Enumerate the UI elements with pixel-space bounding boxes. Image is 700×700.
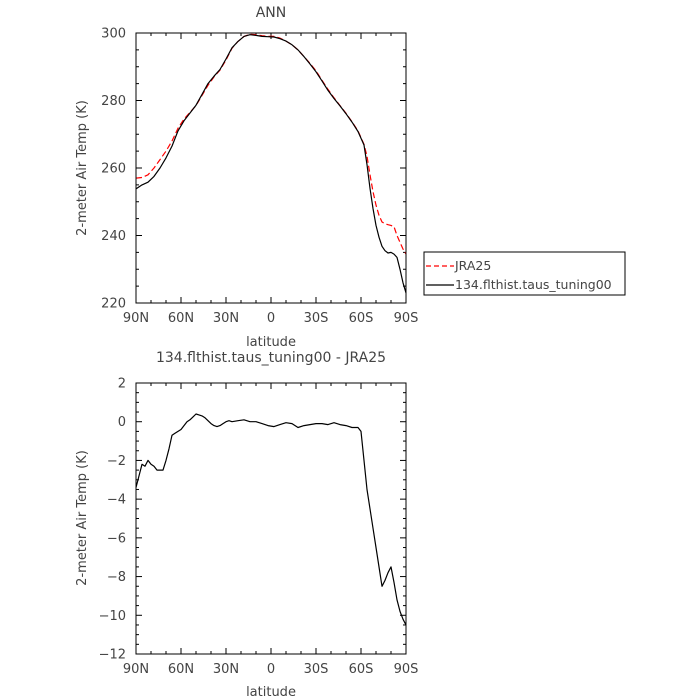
legend-box [423,251,626,296]
bottom-chart-x-tick-label: 90S [394,662,419,677]
top-chart-series [135,33,407,294]
top-chart-x-tick-label: 0 [267,311,275,326]
bottom-chart-x-tick-label: 30N [213,662,239,677]
bottom-chart-plot-frame [135,382,407,655]
bottom-chart-y-tick-label: −10 [99,609,126,624]
top-chart-x-tick-label: 30N [213,311,239,326]
bottom-chart-series [135,413,407,626]
top-chart-series-line-0 [135,33,407,255]
top-chart-plot-frame [135,32,407,304]
bottom-chart-y-tick-label: −6 [107,531,126,546]
top-chart-panel: ANN 90N 60N 30N 0 30S 60S 90S 220240260280300 … [75,5,626,350]
top-chart-x-tick-label: 60S [349,311,374,326]
top-chart-y-tick-label: 240 [101,229,126,244]
bottom-chart-y-tick-label: 0 [118,415,126,430]
bottom-chart-x-tick-label: 90N [123,662,149,677]
top-chart-y-tick-label: 220 [101,297,126,312]
bottom-chart-y-tick-label: 2 [118,377,126,392]
bottom-chart-title: 134.flthist.taus_tuning00 - JRA25 [156,350,386,366]
legend-label-jra25: JRA25 [454,258,491,273]
bottom-chart-y-tick-label: −4 [107,493,126,508]
bottom-chart-x-tick-label: 30S [304,662,329,677]
bottom-chart-y-tick-label: −8 [107,570,126,585]
top-chart-y-tick-label: 280 [101,94,126,109]
top-chart-y-tick-label: 300 [101,27,126,42]
top-chart-x-axis-label: latitude [246,335,296,350]
top-chart-legend: JRA25 134.flthist.taus_tuning00 [423,251,626,296]
top-chart-series-line-1 [135,34,407,294]
top-chart-x-tick-label: 60N [168,311,194,326]
bottom-chart-x-tick-label: 60S [349,662,374,677]
bottom-chart-panel: 134.flthist.taus_tuning00 - JRA25 90N 60N… [75,350,418,700]
top-chart-x-tick-label: 30S [304,311,329,326]
top-chart-title: ANN [256,5,287,21]
bottom-chart-x-tick-label: 0 [267,662,275,677]
top-chart-y-axis-label: 2-meter Air Temp (K) [75,100,90,236]
bottom-chart-series-line-0 [135,413,407,626]
bottom-chart-y-tick-label: −12 [99,648,126,663]
bottom-chart-y-ticks: −12 −10 −8 −6 −4 −2 0 2 [99,377,406,663]
bottom-chart-y-tick-label: −2 [107,454,126,469]
top-chart-x-tick-label: 90N [123,311,149,326]
bottom-chart-x-axis-label: latitude [246,685,296,700]
bottom-chart-y-axis-label: 2-meter Air Temp (K) [75,450,90,586]
bottom-chart-x-ticks: 90N 60N 30N 0 30S 60S 90S [123,383,419,677]
bottom-chart-x-tick-label: 60N [168,662,194,677]
top-chart-x-ticks: 90N 60N 30N 0 30S 60S 90S [123,33,419,326]
top-chart-y-tick-label: 260 [101,162,126,177]
top-chart-x-tick-label: 90S [394,311,419,326]
top-chart-y-ticks: 220 240 260 280 300 [101,27,406,312]
legend-label-model: 134.flthist.taus_tuning00 [455,277,612,292]
